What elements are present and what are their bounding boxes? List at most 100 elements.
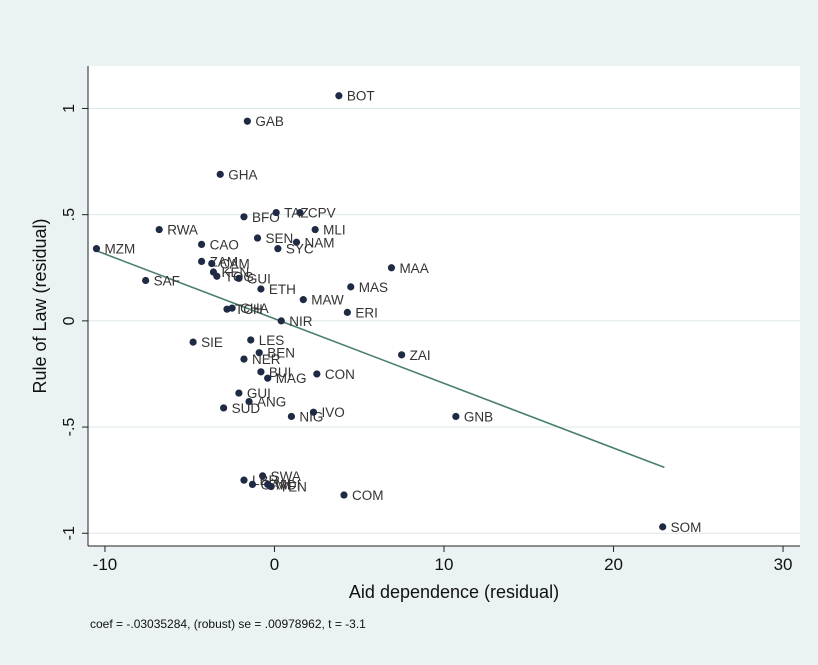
data-point: TAZ [272, 206, 309, 221]
data-point: CAM [208, 257, 250, 272]
point-marker [274, 245, 282, 253]
x-tick-label: 0 [270, 555, 279, 574]
data-point: MAG [264, 371, 306, 386]
point-marker [248, 480, 257, 489]
point-label: NIR [289, 314, 313, 329]
point-marker [398, 351, 406, 359]
data-point: TCH [223, 302, 263, 317]
data-point: CON [313, 367, 355, 382]
point-marker [220, 404, 228, 412]
data-point: MLI [311, 223, 346, 238]
point-label: KEN [221, 265, 249, 280]
x-tick-label: 30 [774, 555, 793, 574]
point-label: SEN [266, 231, 294, 246]
data-point: LES [247, 333, 284, 348]
point-marker [155, 225, 163, 234]
point-marker [311, 225, 319, 234]
point-marker [240, 355, 248, 363]
data-point: MAS [347, 280, 388, 295]
point-label: MAA [399, 261, 428, 276]
data-point: SAF [142, 274, 180, 289]
point-marker [240, 213, 248, 221]
point-label: GUI [247, 271, 271, 286]
point-label: NER [252, 352, 281, 367]
point-label: SWA [271, 469, 301, 484]
data-point: SEN [253, 231, 294, 246]
point-label: BEN [267, 346, 295, 361]
point-marker [387, 264, 396, 272]
data-point: BOT [335, 89, 375, 104]
data-point: SIE [189, 335, 223, 350]
point-label: SIE [201, 335, 223, 350]
point-marker [213, 272, 221, 280]
point-label: LES [259, 333, 285, 348]
point-label: MDI [276, 477, 301, 492]
y-axis-label: Rule of Law (residual) [30, 218, 50, 393]
data-point: CPV [296, 206, 336, 221]
point-marker [247, 336, 255, 344]
point-label: TAZ [284, 206, 309, 221]
data-point: KEN [209, 265, 249, 280]
data-point: SUD [220, 401, 260, 416]
point-label: SUD [232, 401, 261, 416]
point-marker [292, 238, 301, 246]
point-marker [296, 208, 304, 217]
data-point: ERI [343, 305, 378, 320]
data-point: SYC [274, 242, 314, 257]
data-point: NIR [277, 314, 313, 329]
point-marker [259, 472, 267, 480]
data-point: YEN [267, 480, 307, 495]
data-point: GUI [235, 386, 271, 401]
point-label: CPV [308, 206, 336, 221]
point-label: GHA [228, 167, 257, 182]
point-label: MAG [276, 371, 307, 386]
point-marker [208, 259, 216, 268]
y-tick-label: 1 [61, 104, 78, 113]
point-marker [340, 491, 348, 499]
point-marker [343, 308, 351, 316]
x-axis-label: Aid dependence (residual) [349, 582, 559, 602]
point-label: GNB [464, 409, 493, 424]
point-label: SOM [671, 520, 702, 535]
data-point: RWA [155, 223, 198, 238]
data-point: SWA [259, 469, 301, 484]
point-marker [287, 412, 296, 421]
data-point: NIG [287, 409, 323, 424]
point-marker [223, 305, 231, 313]
data-point: ETH [257, 282, 296, 297]
point-label: GUI [247, 386, 271, 401]
data-point: GNB [452, 409, 493, 424]
point-label: CAO [210, 237, 239, 252]
data-point: IVO [309, 405, 345, 420]
y-tick-label: 0 [61, 316, 78, 325]
point-label: SYC [286, 242, 314, 257]
point-label: COM [352, 488, 384, 503]
x-tick-label: 10 [435, 555, 454, 574]
x-tick-label: -10 [93, 555, 118, 574]
point-marker [142, 276, 150, 285]
point-marker [255, 349, 263, 357]
plot-area [88, 66, 800, 546]
point-label: ETH [269, 282, 296, 297]
point-label: CAM [220, 257, 250, 272]
point-marker [659, 523, 667, 531]
data-point: MZM [92, 242, 135, 257]
point-marker [272, 208, 280, 217]
point-label: CON [325, 367, 355, 382]
point-label: ERI [355, 305, 378, 320]
point-marker [92, 245, 101, 253]
point-label: YEN [279, 480, 307, 495]
point-label: NIG [299, 409, 323, 424]
point-label: SAF [154, 274, 180, 289]
point-marker [189, 338, 197, 346]
gridlines [88, 107, 800, 534]
data-point: NAM [292, 235, 335, 250]
point-marker [216, 170, 224, 178]
point-label: CHA [240, 301, 269, 316]
point-marker [313, 370, 321, 378]
data-point: ZAI [398, 348, 431, 363]
data-point: NER [240, 352, 281, 367]
fit-line [96, 250, 665, 469]
